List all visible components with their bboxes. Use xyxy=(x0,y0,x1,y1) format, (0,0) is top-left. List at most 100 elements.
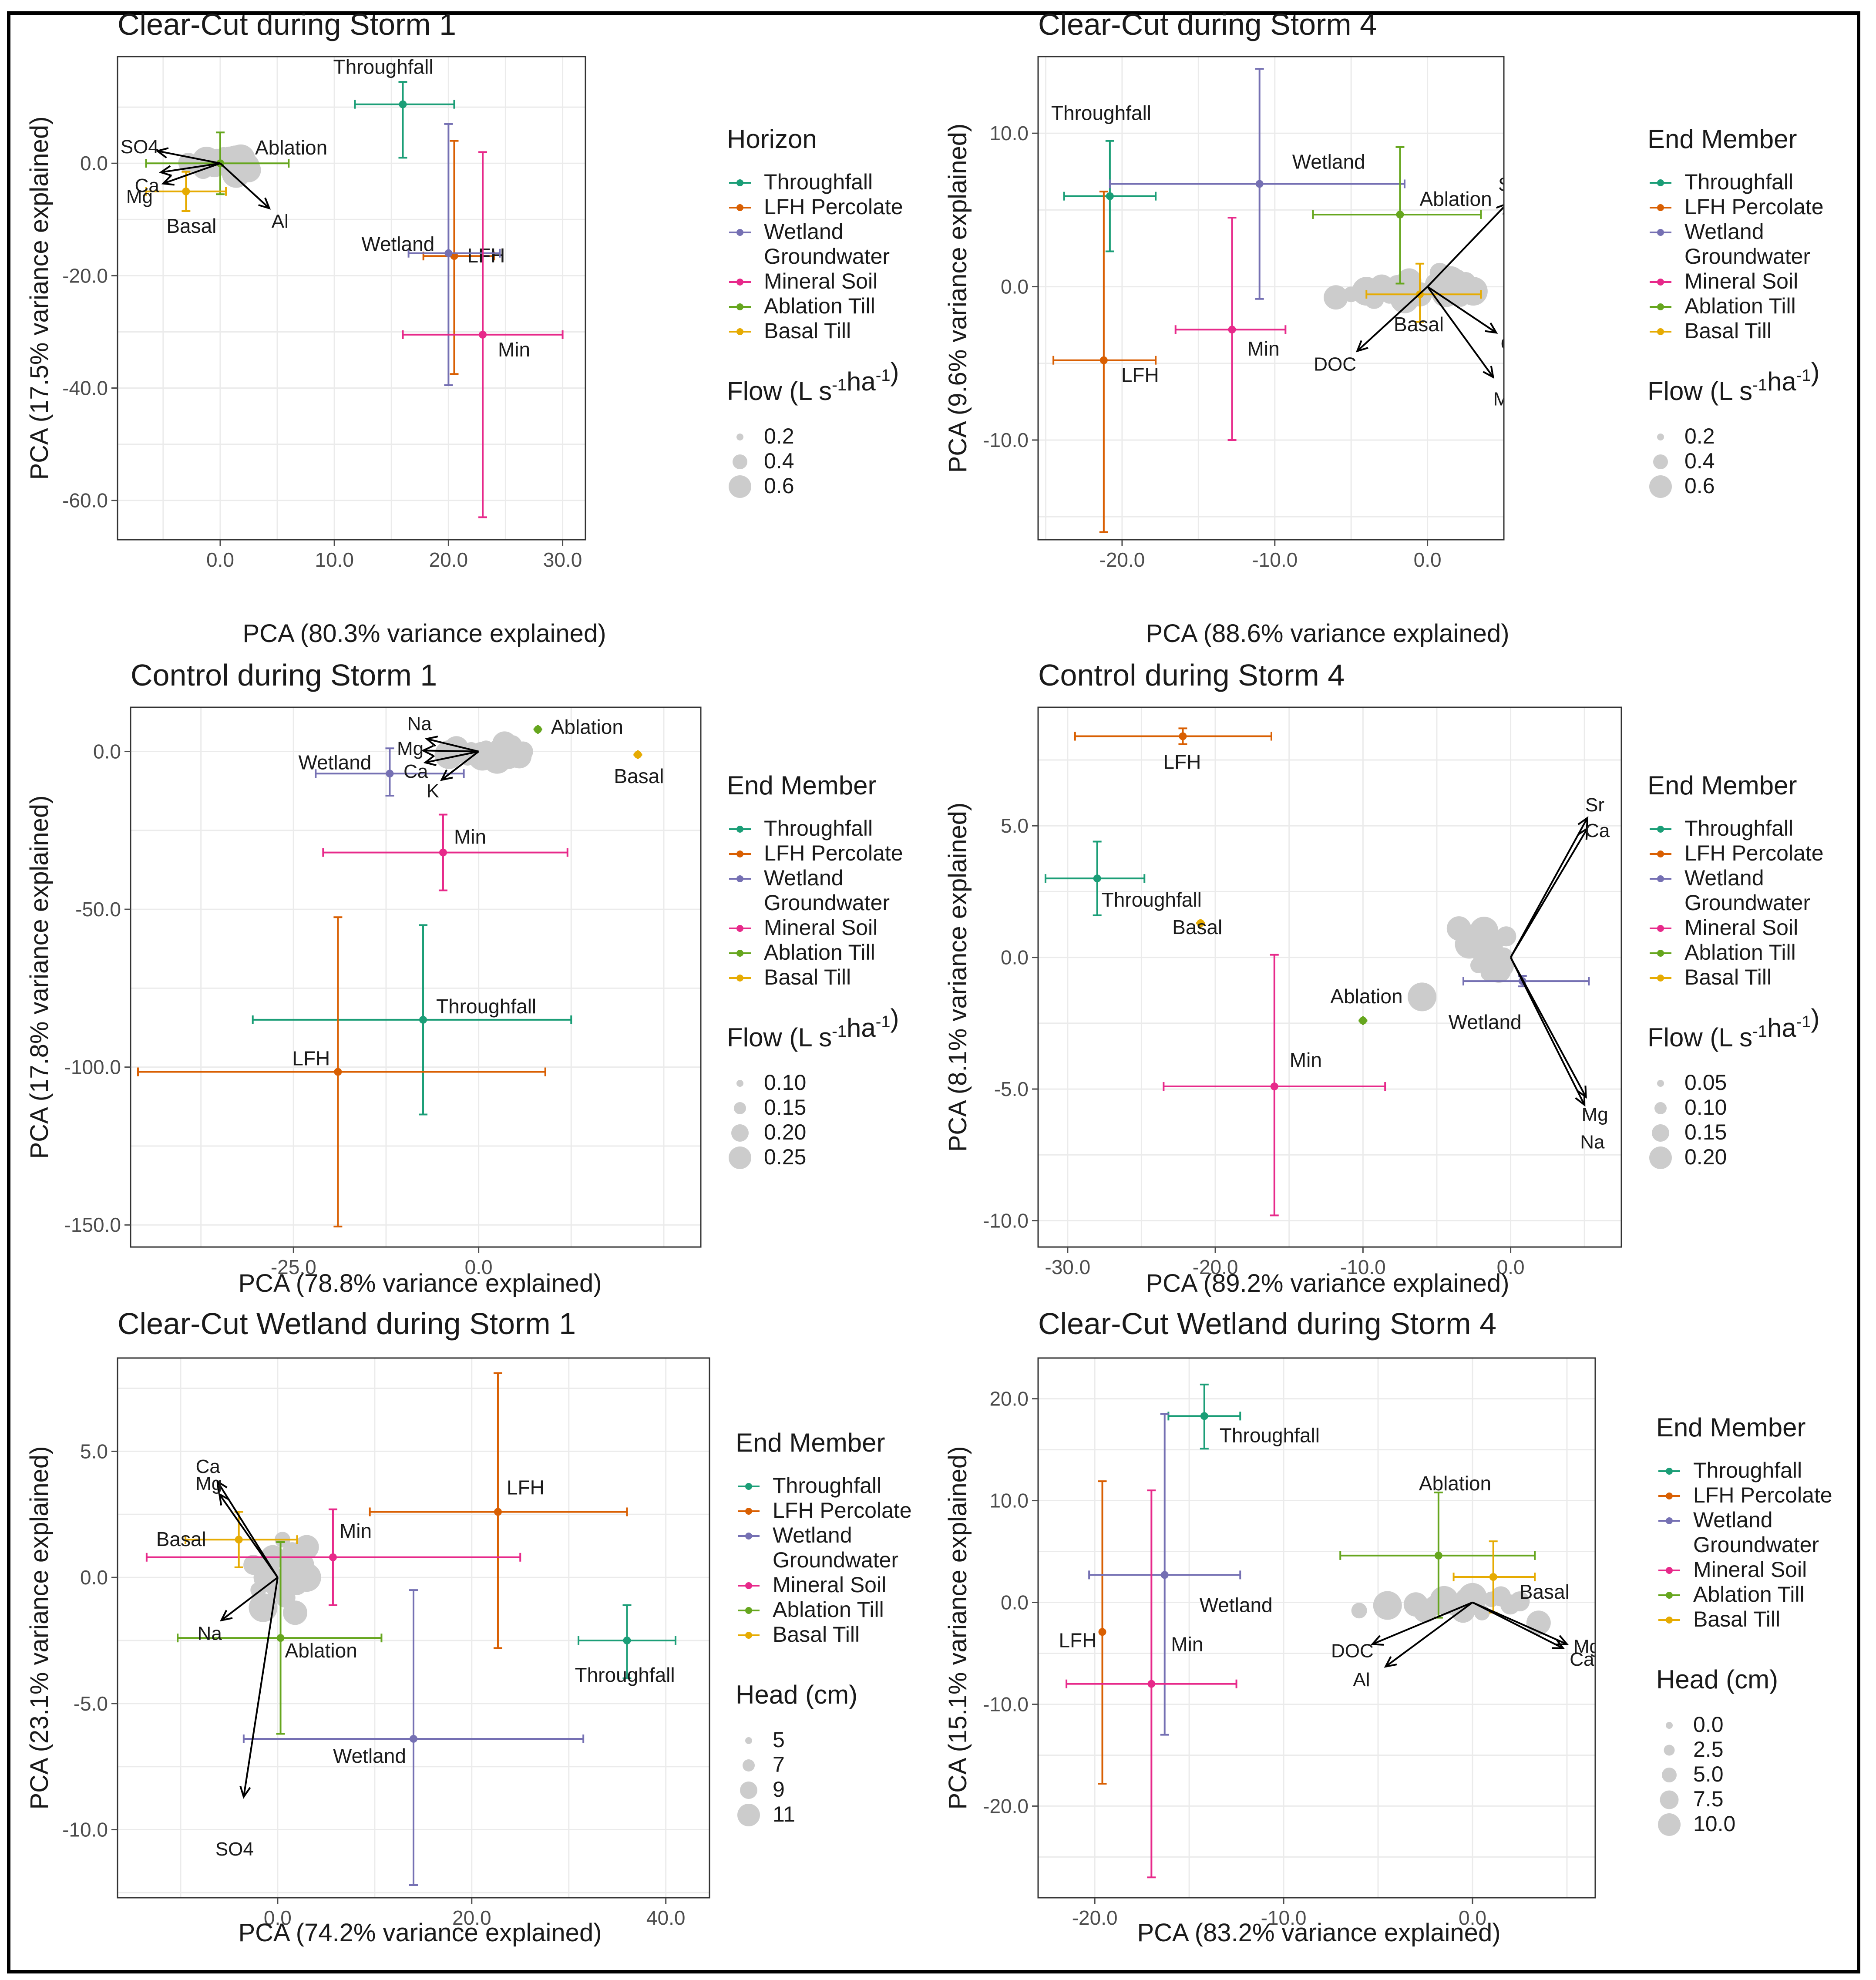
sample-point xyxy=(1408,982,1437,1012)
loading-label: Mg xyxy=(1493,388,1520,410)
size-legend-label: 0.25 xyxy=(764,1145,806,1169)
x-tick-label: -30.0 xyxy=(1045,1256,1090,1278)
size-legend-label: 0.4 xyxy=(764,449,794,473)
end-member-label: LFH xyxy=(1121,364,1159,387)
y-axis-title: PCA (9.6% variance explained) xyxy=(944,124,972,473)
size-legend-label: 5.0 xyxy=(1693,1762,1724,1786)
size-legend-label: 7 xyxy=(773,1752,785,1777)
size-legend-title-sup: -1 xyxy=(1752,1022,1767,1041)
plot-border xyxy=(1037,706,1622,1248)
end-member-point xyxy=(1098,1628,1106,1636)
loading-arrow xyxy=(1510,828,1588,958)
x-tick-label: 0.0 xyxy=(206,548,234,571)
y-tick-label: 20.0 xyxy=(989,1388,1029,1410)
end-member-point xyxy=(1255,180,1264,188)
loading-arrowhead xyxy=(216,1480,228,1493)
legend-label: Mineral Soil xyxy=(773,1573,886,1597)
y-axis-title: PCA (8.1% variance explained) xyxy=(944,803,972,1152)
legend-label: Wetland xyxy=(1684,866,1764,890)
size-legend-label: 11 xyxy=(773,1802,795,1826)
legend-label: Wetland xyxy=(764,866,844,890)
end-member-label: Wetland xyxy=(1449,1011,1522,1033)
plot-content: Throughfall LFH Wetland Min Ablation Basal MgC… xyxy=(1038,1358,1595,1898)
end-member-point xyxy=(534,725,542,733)
size-legend-key xyxy=(734,1102,746,1114)
plot-content: Throughfall LFH Wetland Min Ablation Basal Sr C… xyxy=(1038,707,1621,1247)
legend-label: Basal Till xyxy=(1684,319,1772,343)
legend-label: Groundwater xyxy=(764,244,890,269)
x-tick-label: 0.0 xyxy=(1459,1906,1486,1929)
panel-title: Clear-Cut Wetland during Storm 4 xyxy=(1038,1307,1496,1341)
size-legend-title-part: ) xyxy=(891,357,899,387)
legend-key-point xyxy=(745,1533,752,1540)
y-tick-label: 5.0 xyxy=(80,1440,108,1462)
y-tick-label: -5.0 xyxy=(994,1078,1029,1100)
end-member-point xyxy=(1396,210,1404,219)
y-tick-label: 0.0 xyxy=(1001,276,1029,298)
panel-title: Clear-Cut during Storm 1 xyxy=(118,7,456,41)
loading-arrow xyxy=(427,738,479,753)
legend-key-point xyxy=(736,204,743,211)
size-legend-title: Head (cm) xyxy=(736,1680,857,1709)
x-tick-label: 30.0 xyxy=(543,548,582,571)
end-member-label: Wetland xyxy=(1292,150,1365,173)
end-member-label: Basal xyxy=(1172,916,1222,938)
plot-content: Throughfall LFH Wetland Min Ablation Basal SO4… xyxy=(1038,57,1520,540)
size-legend-key xyxy=(1660,1790,1679,1809)
size-legend-key xyxy=(1649,475,1672,498)
y-axis-title: PCA (23.1% variance explained) xyxy=(25,1446,54,1809)
size-legend-key xyxy=(740,1782,757,1799)
plot-area xyxy=(1038,1358,1595,1898)
end-member-point xyxy=(1434,1551,1442,1560)
legend-label: Ablation Till xyxy=(773,1597,884,1622)
loading-label: Ca xyxy=(135,175,160,196)
end-member-point xyxy=(1160,1571,1169,1579)
sample-point xyxy=(222,159,251,188)
end-member-label: Ablation xyxy=(1419,188,1492,210)
end-member-point xyxy=(1179,732,1187,740)
legend-label: Ablation Till xyxy=(1684,940,1796,965)
legend-key-point xyxy=(745,1582,752,1589)
size-legend-title-part: ) xyxy=(1811,357,1820,387)
loading-arrow xyxy=(219,1493,279,1578)
y-axis-title: PCA (17.8% variance explained) xyxy=(25,795,54,1159)
sample-point xyxy=(1459,277,1488,306)
loading-arrow xyxy=(1427,286,1497,333)
legend-title: End Member xyxy=(1647,771,1797,800)
legend-key-point xyxy=(1657,229,1664,236)
loading-label: Na xyxy=(407,713,432,735)
size-legend-key xyxy=(1654,1102,1667,1114)
y-tick-label: -10.0 xyxy=(62,1819,108,1841)
loading-arrow xyxy=(1427,205,1504,287)
loading-arrowhead xyxy=(1483,366,1495,379)
end-member-label: Ablation xyxy=(551,716,623,738)
legend-label: Wetland xyxy=(764,219,844,244)
x-tick-label: 10.0 xyxy=(315,548,354,571)
legend-key-point xyxy=(736,950,743,957)
end-member-label: Ablation xyxy=(285,1639,357,1662)
end-member-label: LFH xyxy=(1059,1629,1097,1651)
size-legend-key xyxy=(1657,434,1664,440)
loading-label: K xyxy=(427,780,439,802)
x-axis-title: PCA (74.2% variance explained) xyxy=(238,1919,602,1947)
x-tick-label: 20.0 xyxy=(452,1906,491,1929)
loading-arrow xyxy=(441,750,479,781)
y-tick-label: 5.0 xyxy=(1001,814,1029,837)
size-legend-title-part: Flow (L s xyxy=(1647,377,1752,406)
legend-key-point xyxy=(1657,328,1664,335)
x-tick-label: -10.0 xyxy=(1261,1906,1307,1929)
size-legend-title-sup: -1 xyxy=(876,366,891,385)
legend-label: Ablation Till xyxy=(764,294,875,318)
y-tick-label: -100.0 xyxy=(64,1056,121,1079)
figure-border xyxy=(7,11,1860,1973)
end-member-label: Ablation xyxy=(1330,985,1402,1008)
legend-label: LFH Percolate xyxy=(773,1498,912,1523)
size-legend-title-sup: -1 xyxy=(1796,366,1811,385)
size-legend-label: 2.5 xyxy=(1693,1737,1724,1761)
loading-arrowhead xyxy=(1355,340,1368,353)
loading-label: Mg xyxy=(126,186,153,208)
legend-label: Groundwater xyxy=(764,891,890,915)
end-member-label: Min xyxy=(498,338,530,361)
end-member-label: LFH xyxy=(467,244,505,267)
panel-title: Clear-Cut Wetland during Storm 1 xyxy=(118,1307,576,1341)
